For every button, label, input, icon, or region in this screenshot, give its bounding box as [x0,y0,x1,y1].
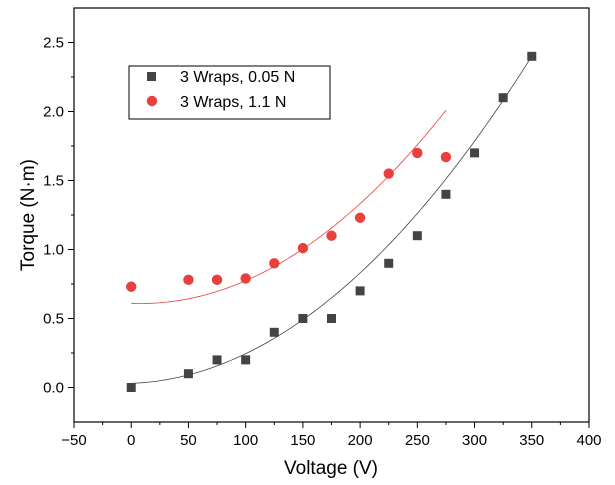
x-axis-title: Voltage (V) [284,458,378,479]
fit-curves [131,55,533,384]
x-tick-label: 100 [233,432,258,449]
x-tick-label: 300 [462,432,487,449]
x-tick-label: 350 [519,432,544,449]
x-tick-label: 250 [405,432,430,449]
y-tick-label: 2.5 [43,35,64,52]
data-point-series-2 [383,168,394,179]
data-point-series-2 [354,212,366,223]
y-tick-label: 1.5 [43,173,64,190]
data-point-series-1 [241,355,251,365]
data-point-series-1 [441,189,451,199]
data-point-series-1 [183,369,193,379]
x-tick-label: 150 [290,432,315,449]
data-point-series-1 [327,314,336,323]
x-axis-ticks: −50 0 50 100 150 200 250 300 350 400 [61,422,602,449]
y-axis-title: Torque (N·m) [18,159,39,271]
fit-curve-series-2 [131,110,447,304]
data-point-series-1 [355,286,365,296]
legend-label-series-2: 3 Wraps, 1.1 N [180,94,286,111]
data-point-series-1 [527,51,537,61]
legend-marker-series-1 [147,72,156,81]
x-tick-label: 0 [127,432,135,449]
legend-label-series-1: 3 Wraps, 0.05 N [180,69,295,86]
data-point-series-2 [240,273,251,284]
x-tick-label: 50 [180,432,197,449]
data-point-series-2 [183,274,194,286]
fit-curve-series-1 [131,55,533,384]
data-point-series-1 [126,383,136,392]
data-point-series-1 [298,314,308,323]
y-tick-label: 0.5 [43,311,64,328]
legend: 3 Wraps, 0.05 N 3 Wraps, 1.1 N [128,65,331,120]
data-point-series-2 [440,151,452,163]
x-tick-label: 200 [348,432,373,449]
x-tick-label: 400 [576,432,601,449]
data-point-series-2 [412,147,423,159]
y-axis-ticks: 0.0 0.5 1.0 1.5 2.0 2.5 [43,35,74,397]
data-point-series-2 [326,230,337,241]
data-point-series-1 [212,355,222,365]
data-point-series-1 [470,148,480,158]
data-markers [126,51,537,392]
data-point-series-1 [498,93,508,103]
data-point-series-2 [211,274,223,286]
y-tick-label: 2.0 [43,104,64,121]
data-point-series-1 [412,231,422,241]
x-tick-label: −50 [61,432,86,449]
data-point-series-2 [297,242,309,254]
legend-marker-series-2 [146,95,158,107]
y-tick-label: 1.0 [43,242,64,259]
data-point-series-2 [126,281,137,292]
data-point-series-1 [384,258,394,268]
y-tick-label: 0.0 [43,380,64,397]
legend-box [128,65,331,120]
data-point-series-2 [269,258,280,269]
data-point-series-1 [269,327,279,337]
